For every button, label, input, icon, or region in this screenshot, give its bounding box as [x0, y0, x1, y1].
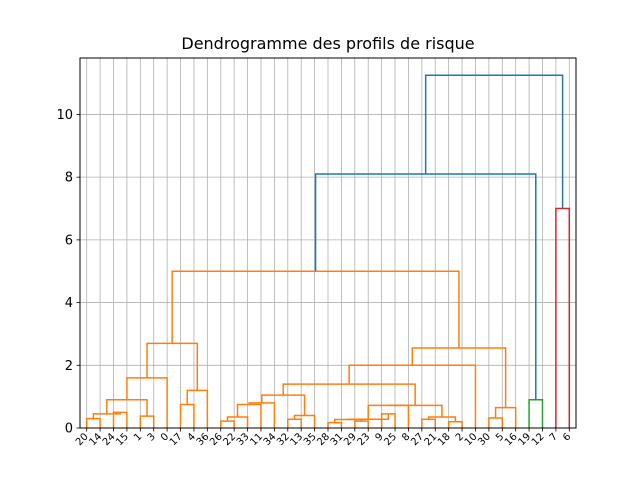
- chart-title: Dendrogramme des profils de risque: [181, 34, 474, 53]
- y-tick-label: 8: [65, 171, 73, 186]
- y-tick-label: 10: [56, 108, 73, 123]
- y-tick-label: 6: [65, 233, 73, 248]
- y-tick-label: 0: [65, 422, 73, 437]
- y-tick-label: 2: [65, 359, 73, 374]
- y-tick-label: 4: [65, 296, 73, 311]
